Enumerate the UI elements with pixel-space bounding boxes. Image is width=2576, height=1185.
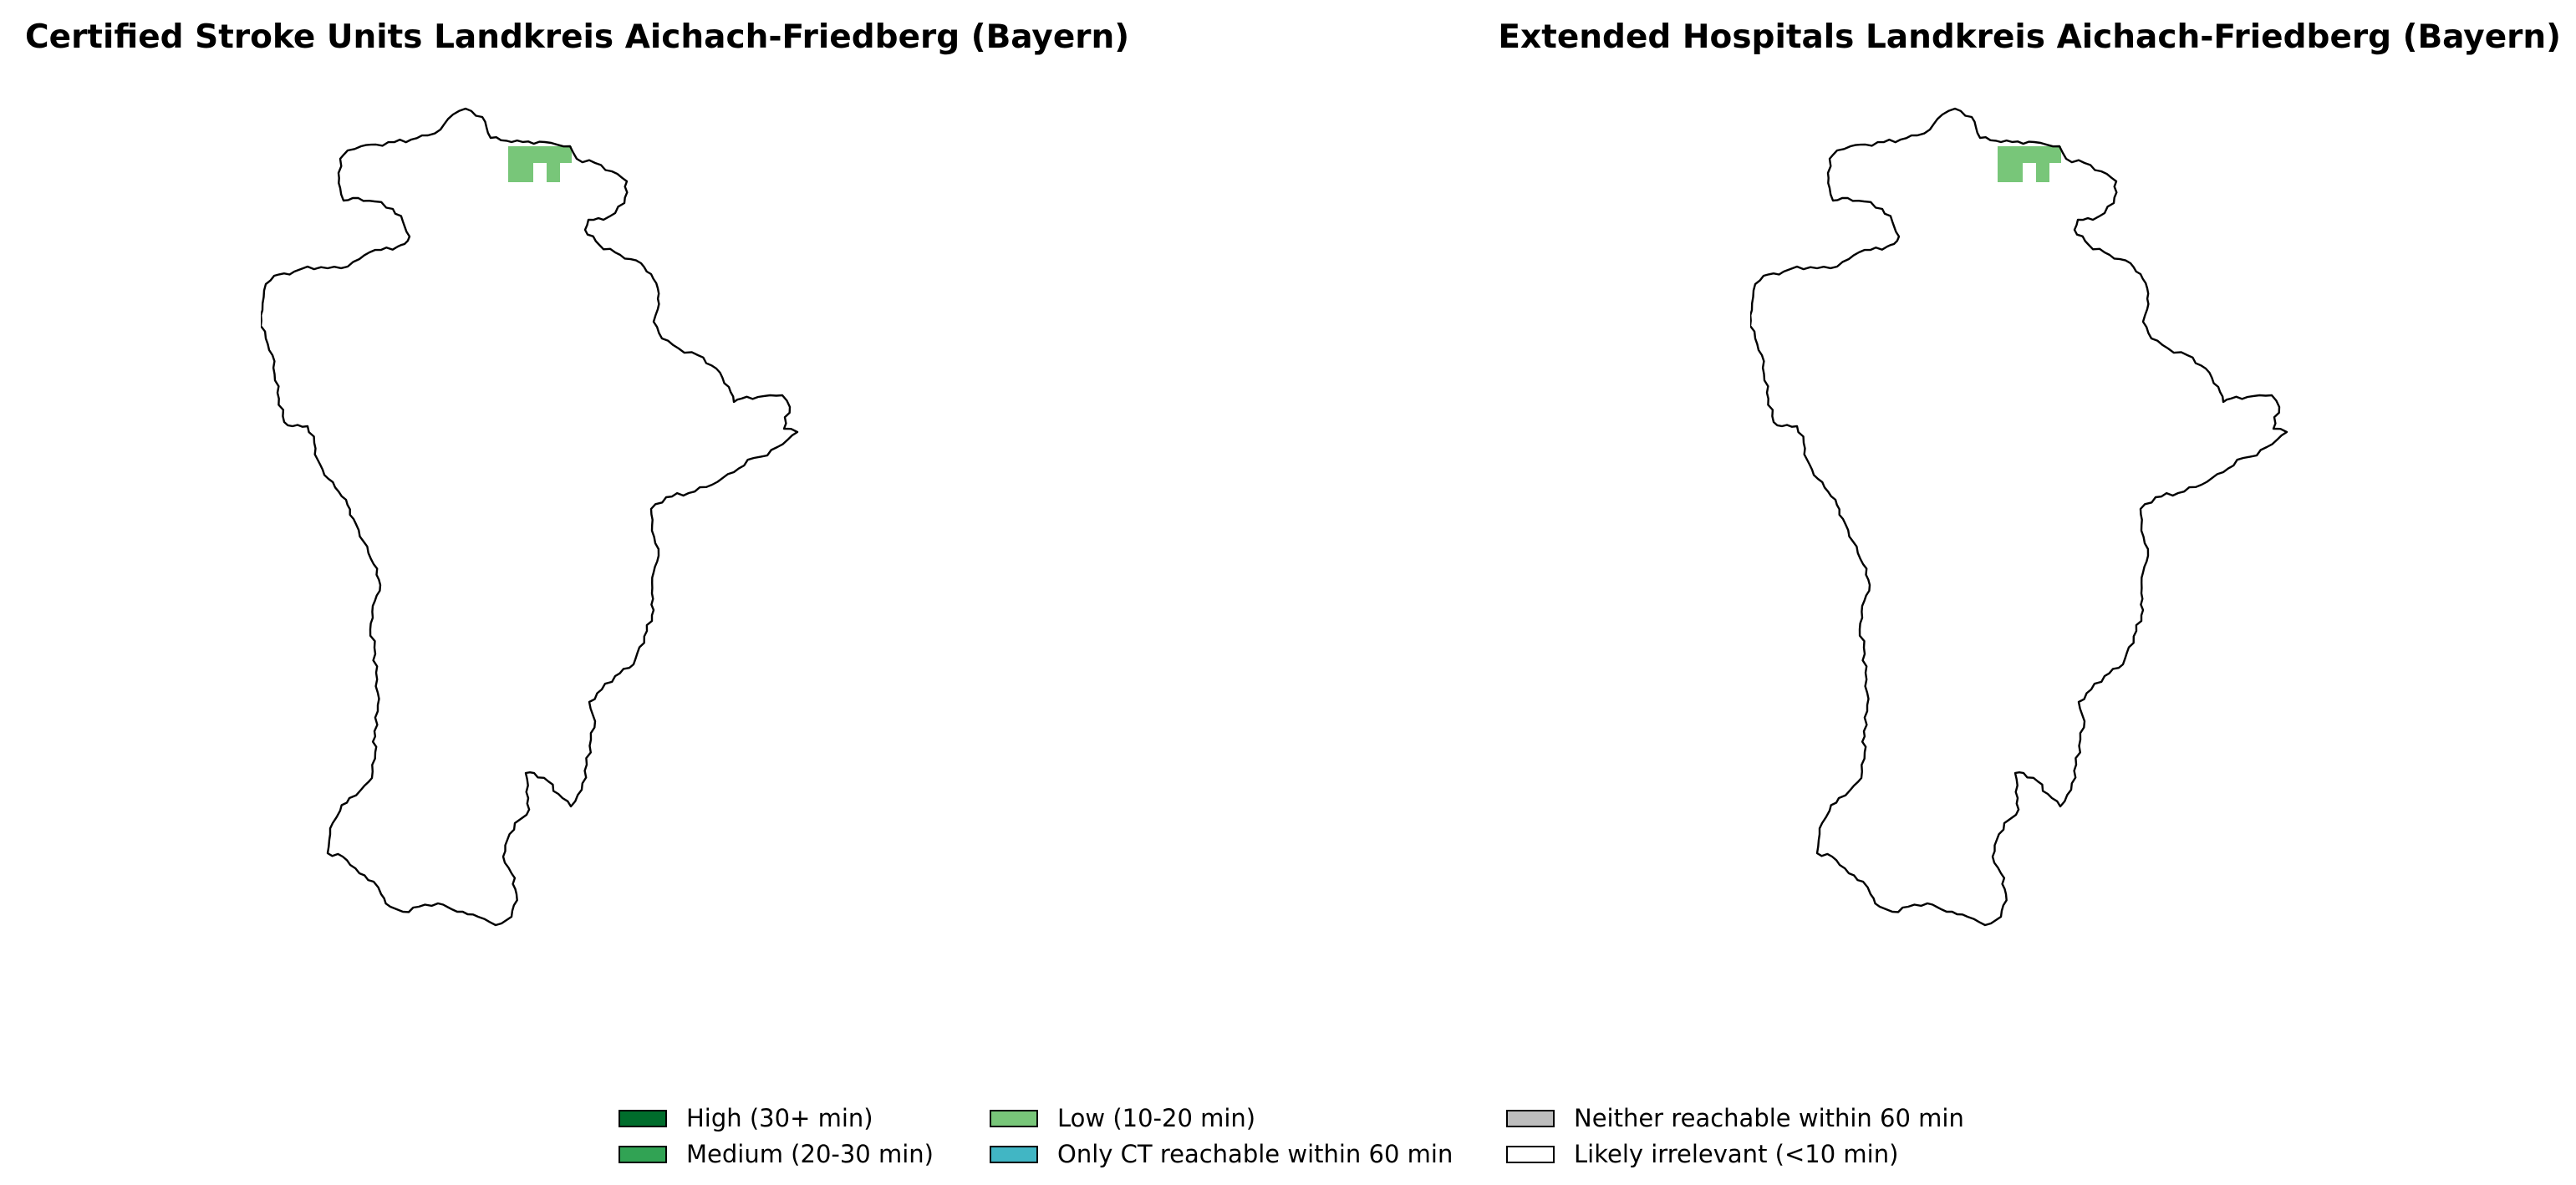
legend-label-high: High (30+ min) [686,1104,873,1132]
reachability-cells [508,146,572,182]
legend-swatch-medium [619,1145,667,1163]
legend-label-medium: Medium (20-30 min) [686,1140,934,1168]
legend-swatch-irrelevant [1506,1145,1555,1163]
legend-item-irrelevant: Likely irrelevant (<10 min) [1506,1137,1898,1171]
reachability-cells [1998,146,2061,182]
legend-label-neither: Neither reachable within 60 min [1574,1104,1964,1132]
legend-item-medium: Medium (20-30 min) [619,1137,934,1171]
reachability-cell-low [1998,146,2061,163]
legend-label-irrelevant: Likely irrelevant (<10 min) [1574,1140,1899,1168]
legend-item-low: Low (10-20 min) [990,1101,1255,1135]
district-boundary [261,107,799,927]
district-boundary [1750,107,2288,927]
map-title-extended-hospitals: Extended Hospitals Landkreis Aichach-Fri… [1498,18,2561,56]
reachability-cell-low [2036,161,2049,182]
reachability-cell-low [1998,161,2023,182]
legend-swatch-low [990,1109,1038,1127]
reachability-cell-low [547,161,560,182]
legend-swatch-only-ct [990,1145,1038,1163]
district-map-extended-hospitals [1750,107,2288,927]
legend-swatch-high [619,1109,667,1127]
reachability-cell-low [508,146,572,163]
legend-item-high: High (30+ min) [619,1101,873,1135]
legend-swatch-neither [1506,1109,1555,1127]
legend: High (30+ min) Medium (20-30 min) Low (1… [619,1101,1973,1177]
district-map-stroke-units [261,107,799,927]
map-title-stroke-units: Certified Stroke Units Landkreis Aichach… [25,18,1130,56]
legend-item-neither: Neither reachable within 60 min [1506,1101,1964,1135]
legend-item-only-ct: Only CT reachable within 60 min [990,1137,1453,1171]
legend-label-only-ct: Only CT reachable within 60 min [1057,1140,1453,1168]
reachability-cell-low [508,161,533,182]
legend-label-low: Low (10-20 min) [1057,1104,1256,1132]
